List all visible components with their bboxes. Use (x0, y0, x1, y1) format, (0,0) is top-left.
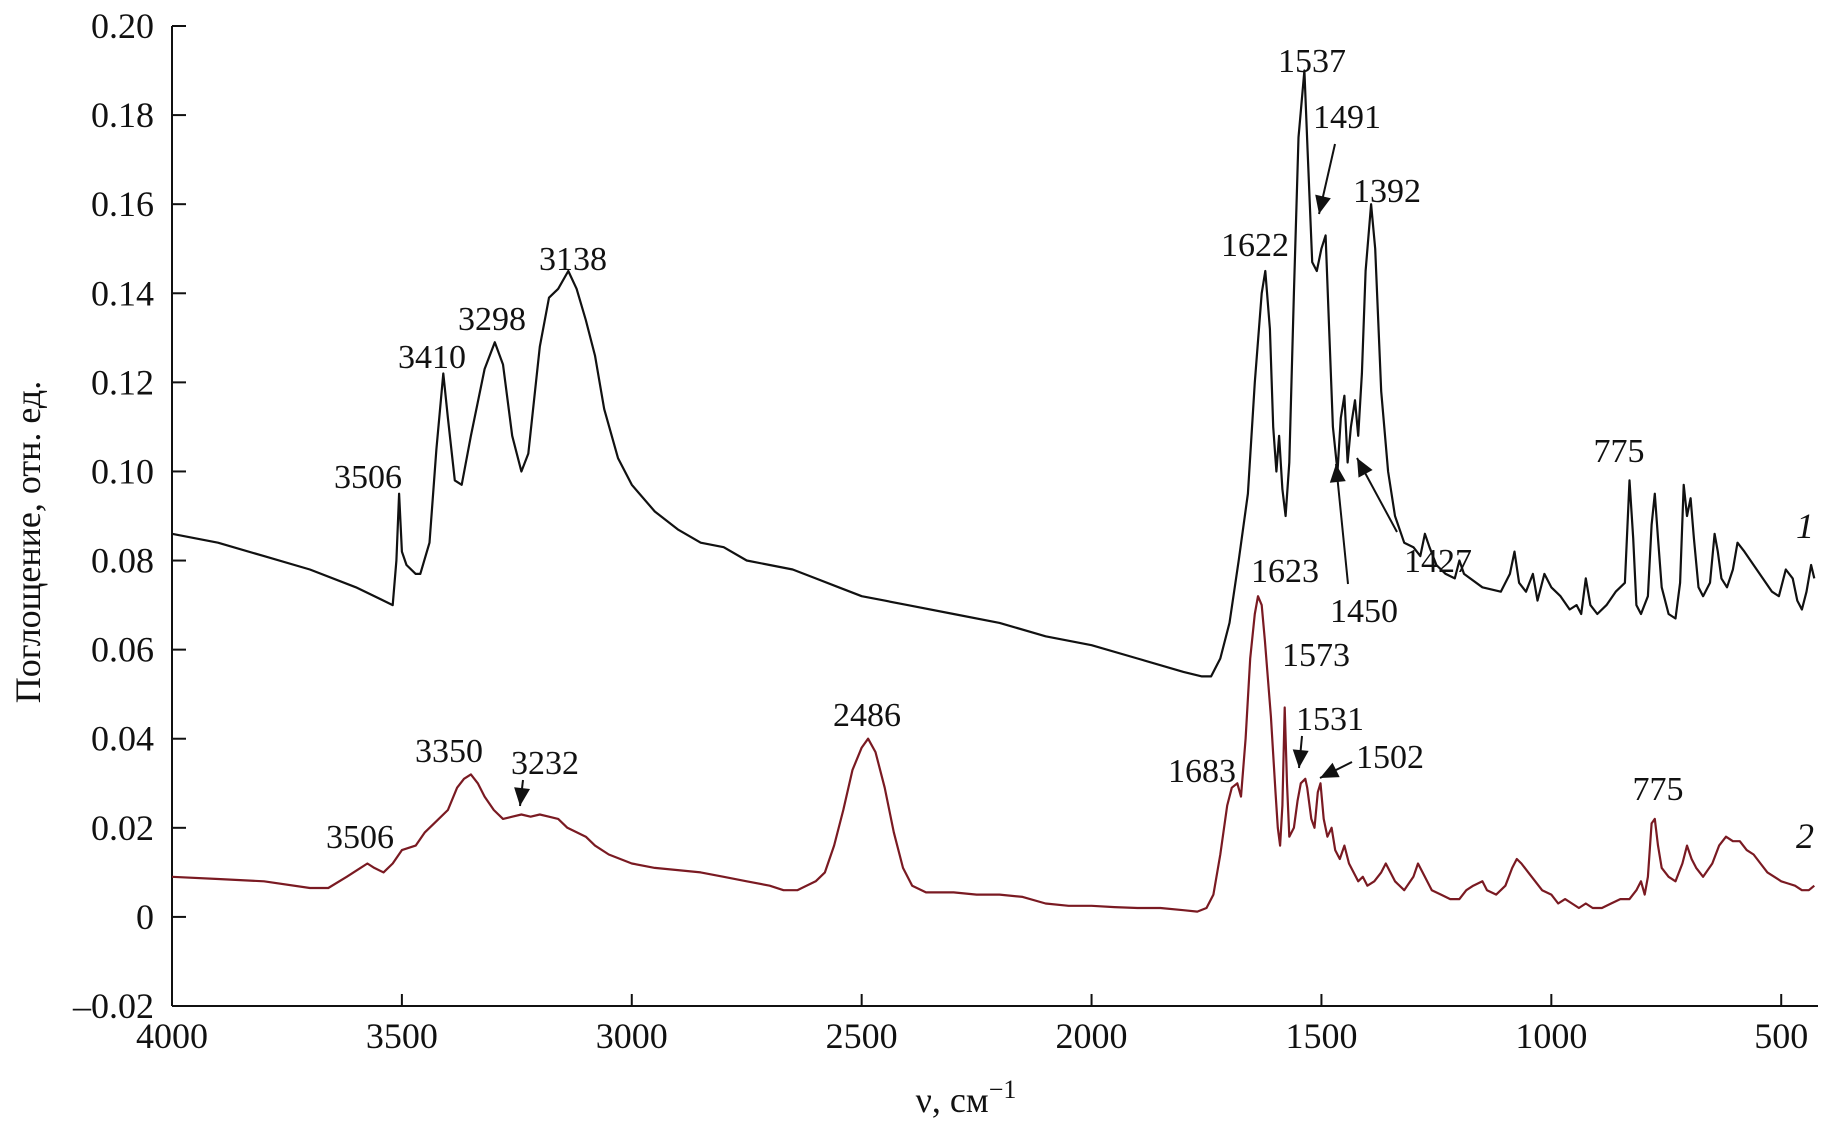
peak-label: 1491 (1313, 99, 1381, 136)
peak-label: 3506 (334, 459, 402, 496)
peak-label: 1573 (1282, 637, 1350, 674)
peak-arrow-shaft (1335, 463, 1349, 585)
peak-label: 3232 (511, 745, 579, 782)
peak-label: 1392 (1353, 173, 1421, 210)
y-tick-label: 0.06 (91, 630, 154, 670)
x-tick-label: 3500 (366, 1016, 438, 1056)
y-axis-title: Поглощение, отн. ед. (8, 381, 48, 703)
x-tick-label: 500 (1754, 1016, 1808, 1056)
y-tick-label: 0.14 (91, 273, 154, 313)
y-tick-label: 0.16 (91, 184, 154, 224)
x-tick-label: 4000 (136, 1016, 208, 1056)
y-tick-label: 0.10 (91, 451, 154, 491)
peak-label: 1622 (1221, 227, 1289, 264)
peak-label: 1502 (1356, 739, 1424, 776)
x-tick-label: 1000 (1515, 1016, 1587, 1056)
x-tick-label: 2500 (826, 1016, 898, 1056)
peak-label: 2486 (833, 697, 901, 734)
y-tick-label: 0 (136, 897, 154, 937)
peak-arrow-head (1329, 464, 1346, 483)
y-tick-label: 0.18 (91, 95, 154, 135)
x-axis-title-text: ν, см (916, 1080, 989, 1120)
peak-arrow-head (1315, 194, 1331, 214)
series-line-2 (171, 595, 1815, 913)
peak-label: 775 (1633, 771, 1684, 808)
series-tag-1: 1 (1796, 506, 1814, 546)
peak-arrow-head (1320, 762, 1340, 778)
y-tick-label: 0.08 (91, 541, 154, 581)
x-axis-title: ν, см−1 (916, 1075, 1017, 1120)
peak-label: 1683 (1168, 753, 1236, 790)
x-tick-label: 3000 (596, 1016, 668, 1056)
y-tick-label: –0.02 (72, 986, 154, 1026)
x-axis-title-superscript: −1 (989, 1075, 1017, 1104)
y-tick-label: 0.04 (91, 719, 154, 759)
series-group: 12 (171, 69, 1816, 913)
series-tag-2: 2 (1796, 816, 1814, 856)
y-tick-label: 0.20 (91, 6, 154, 46)
x-tick-label: 2000 (1056, 1016, 1128, 1056)
peak-label: 1531 (1296, 701, 1364, 738)
peak-label: 3138 (539, 241, 607, 278)
axes: 0.20 0.18 0.16 0.14 0.12 0.10 0.08 0.06 0.04 0.02… (72, 6, 1818, 1056)
peak-label: 3506 (326, 819, 394, 856)
peak-label: 1623 (1251, 553, 1319, 590)
peak-label: 1427 (1404, 543, 1472, 580)
peak-arrow-head (1292, 749, 1309, 768)
y-tick-label: 0.12 (91, 362, 154, 402)
peak-label: 3350 (415, 733, 483, 770)
peak-label: 3298 (458, 301, 526, 338)
x-tick-label: 1500 (1285, 1016, 1357, 1056)
peak-label: 1450 (1330, 593, 1398, 630)
peak-label: 775 (1594, 433, 1645, 470)
peak-arrow-head (514, 787, 531, 806)
peak-arrow-head (1357, 458, 1373, 478)
y-tick-label: 0.02 (91, 808, 154, 848)
peak-label: 3410 (398, 339, 466, 376)
peak-label: 1537 (1278, 43, 1346, 80)
